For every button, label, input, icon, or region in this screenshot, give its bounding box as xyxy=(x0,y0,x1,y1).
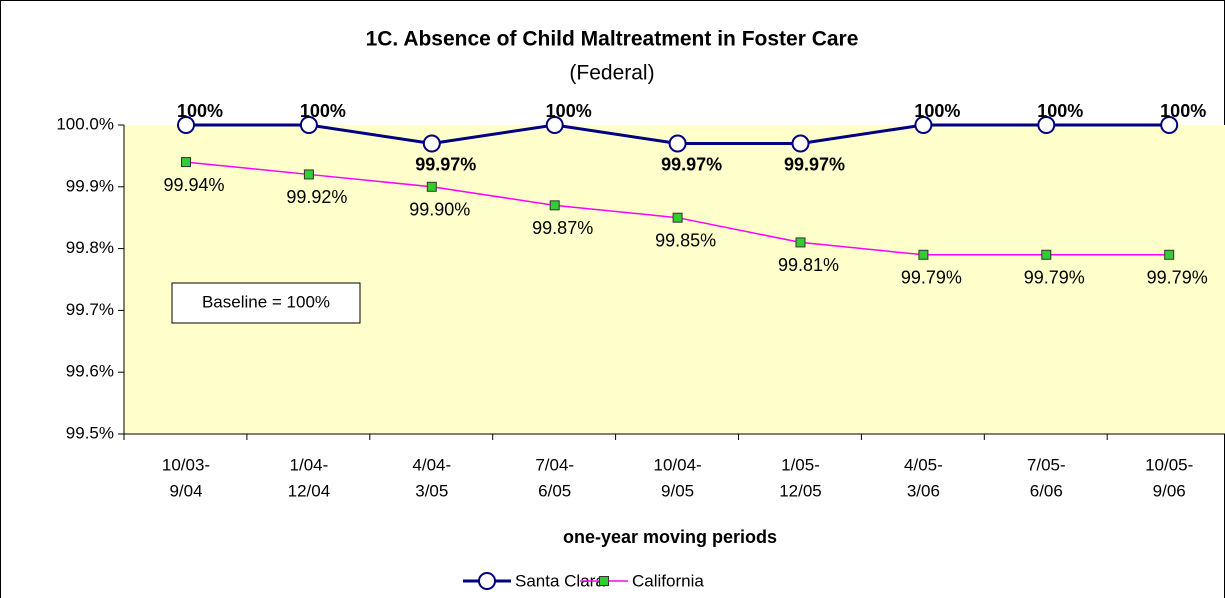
x-tick-label: 3/06 xyxy=(907,481,940,500)
x-tick-label: 12/04 xyxy=(288,481,331,500)
marker xyxy=(177,116,195,134)
y-tick-label: 99.8% xyxy=(66,238,114,257)
marker xyxy=(672,212,683,223)
data-label: 99.85% xyxy=(655,230,716,250)
marker xyxy=(791,134,810,153)
x-tick-label: 4/04- xyxy=(412,455,451,474)
data-label: 99.97% xyxy=(661,154,722,174)
x-tick-label: 9/05 xyxy=(661,481,694,500)
chart-subtitle: (Federal) xyxy=(569,62,654,85)
data-label: 99.87% xyxy=(532,218,593,238)
data-label: 99.92% xyxy=(286,187,347,207)
marker xyxy=(299,116,318,134)
marker xyxy=(181,157,191,168)
marker xyxy=(914,116,933,134)
chart-title: 1C. Absence of Child Maltreatment in Fos… xyxy=(366,28,859,51)
marker xyxy=(545,116,564,134)
x-tick-label: 7/04- xyxy=(535,455,574,474)
y-tick-label: 99.7% xyxy=(66,300,114,319)
x-tick-label: 4/05- xyxy=(904,455,943,474)
marker xyxy=(549,200,560,211)
marker xyxy=(422,134,441,153)
x-tick-label: 1/04- xyxy=(290,455,329,474)
x-tick-label: 6/06 xyxy=(1030,481,1063,500)
data-label: 99.79% xyxy=(1147,268,1208,288)
y-tick-label: 99.9% xyxy=(66,176,114,195)
annotation: Baseline = 100% xyxy=(202,292,330,311)
y-tick-label: 99.5% xyxy=(66,423,114,442)
x-tick-label: 9/04 xyxy=(169,481,202,500)
x-tick-label: 12/05 xyxy=(779,481,822,500)
marker xyxy=(918,249,929,260)
marker xyxy=(1037,116,1056,134)
x-tick-label: 3/05 xyxy=(415,481,448,500)
legend-marker xyxy=(478,572,496,590)
legend-label: Santa Clara xyxy=(515,571,605,590)
marker xyxy=(1164,249,1175,260)
legend-label: California xyxy=(632,571,704,590)
x-tick-label: 1/05- xyxy=(781,455,820,474)
marker xyxy=(1041,249,1052,260)
x-tick-label: 10/05- xyxy=(1145,455,1193,474)
x-tick-label: 6/05 xyxy=(538,481,571,500)
x-tick-label: 10/04- xyxy=(653,455,701,474)
data-label: 99.90% xyxy=(409,200,470,220)
data-label: 100% xyxy=(1160,101,1206,121)
annotation-box xyxy=(171,282,361,324)
x-tick-label: 7/05- xyxy=(1027,455,1066,474)
data-label: 100% xyxy=(177,101,223,121)
data-label: 99.97% xyxy=(415,154,476,174)
data-label: 99.97% xyxy=(784,154,845,174)
marker xyxy=(426,181,437,192)
data-label: 99.79% xyxy=(901,268,962,288)
data-label: 100% xyxy=(914,101,960,121)
data-label: 99.81% xyxy=(778,255,839,275)
legend-marker xyxy=(599,576,609,586)
data-label: 100% xyxy=(546,101,592,121)
data-label: 100% xyxy=(300,101,346,121)
x-axis-label: one-year moving periods xyxy=(563,527,777,547)
data-label: 99.79% xyxy=(1024,268,1085,288)
marker xyxy=(668,134,687,153)
marker xyxy=(303,169,314,180)
data-label: 100% xyxy=(1037,101,1083,121)
x-tick-label: 9/06 xyxy=(1153,481,1186,500)
y-tick-label: 99.6% xyxy=(66,362,114,381)
marker xyxy=(1160,116,1179,134)
y-tick-label: 100.0% xyxy=(56,114,114,133)
marker xyxy=(795,237,806,248)
x-tick-label: 10/03- xyxy=(162,455,210,474)
data-label: 99.94% xyxy=(163,175,224,195)
